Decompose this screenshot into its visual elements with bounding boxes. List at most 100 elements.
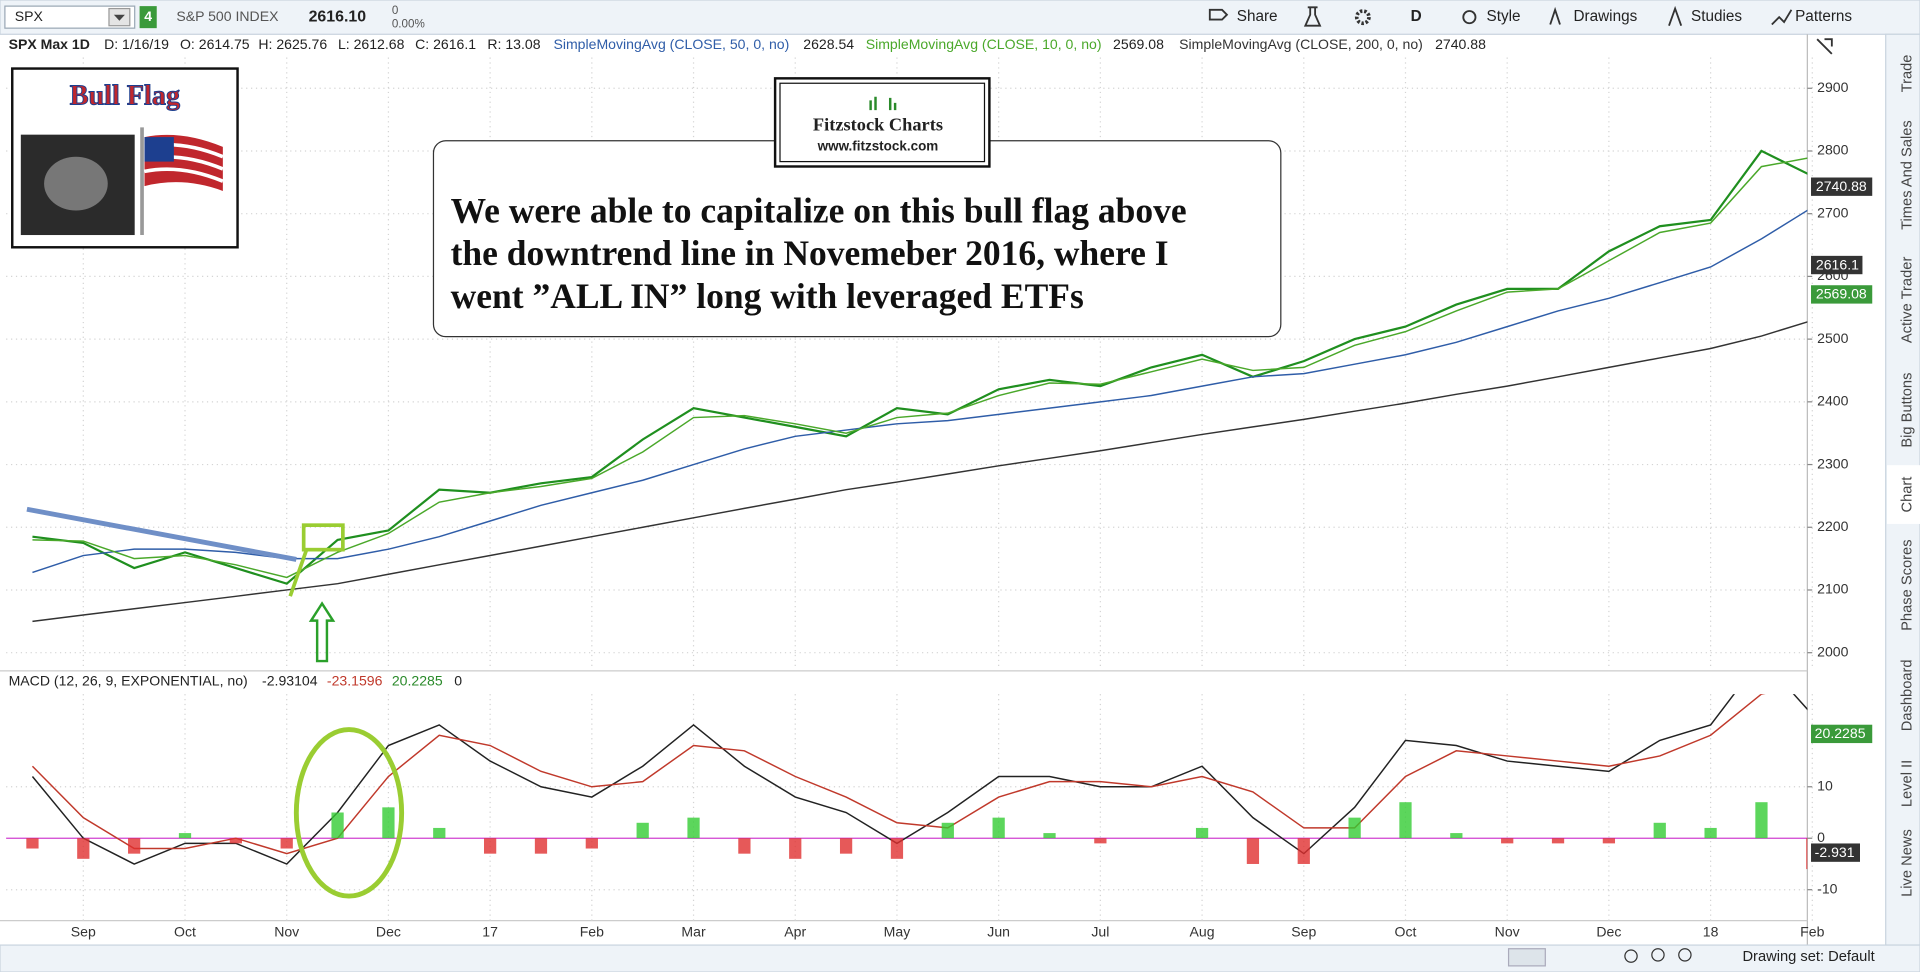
active-tab bbox=[1886, 465, 1920, 524]
x-tick-label: Dec bbox=[1596, 924, 1621, 940]
series-line bbox=[32, 149, 1808, 585]
histogram-bar bbox=[890, 838, 904, 859]
symbol-box[interactable] bbox=[4, 5, 136, 29]
crosshair-icon[interactable] bbox=[1624, 949, 1638, 963]
zoom-in-icon[interactable] bbox=[1651, 948, 1665, 962]
zoom-out-icon[interactable] bbox=[1678, 948, 1692, 962]
study-label[interactable]: SimpleMovingAvg (CLOSE, 10, 0, no) bbox=[866, 36, 1102, 52]
link-box[interactable] bbox=[139, 6, 157, 29]
histogram-bar bbox=[1195, 827, 1209, 839]
x-tick-label: 17 bbox=[482, 924, 498, 940]
toolbar-button[interactable]: Patterns bbox=[1795, 8, 1852, 25]
toolbar bbox=[0, 0, 1920, 35]
y-tick-label: 0 bbox=[1817, 829, 1825, 845]
style-icon bbox=[1462, 10, 1477, 25]
histogram-bar bbox=[1297, 838, 1310, 864]
x-tick-label: Sep bbox=[1291, 924, 1316, 940]
description: S&P 500 INDEX bbox=[176, 8, 279, 24]
macd-value: -23.1596 bbox=[327, 673, 383, 689]
x-tick-label: Jul bbox=[1091, 924, 1109, 940]
histogram-bar bbox=[1246, 838, 1260, 864]
side-tab[interactable]: Active Trader bbox=[1900, 257, 1916, 344]
histogram-bar bbox=[1043, 833, 1056, 839]
drawings-icon bbox=[1549, 6, 1561, 25]
flag-box bbox=[301, 523, 345, 552]
y-tick-label: 2400 bbox=[1817, 393, 1848, 409]
symbol[interactable]: SPX bbox=[15, 8, 44, 24]
macd-value: -2.93104 bbox=[262, 673, 318, 689]
macd-badge-text: -2.931 bbox=[1815, 844, 1855, 860]
x-tick-label: May bbox=[884, 924, 911, 940]
patterns-icon bbox=[1771, 9, 1793, 26]
info-field: L: 2612.68 bbox=[338, 36, 405, 52]
series-line bbox=[31, 694, 1766, 855]
y-tick-label: 2800 bbox=[1817, 142, 1848, 158]
side-tab[interactable]: Times And Sales bbox=[1900, 120, 1916, 230]
flag-canton bbox=[144, 137, 174, 162]
price-badge-text: 2569.08 bbox=[1816, 286, 1867, 302]
macd-value: 20.2285 bbox=[392, 673, 443, 689]
annotation-text: We were able to capitalize on this bull … bbox=[451, 190, 1187, 230]
info-field: D: 1/16/19 bbox=[104, 36, 169, 52]
toolbar-button[interactable]: Studies bbox=[1691, 8, 1742, 25]
toolbar-button[interactable]: Drawings bbox=[1573, 8, 1637, 25]
y-tick-label: -10 bbox=[1817, 880, 1838, 896]
drawing-set[interactable]: Drawing set: Default bbox=[1742, 949, 1874, 965]
study-label[interactable]: SimpleMovingAvg (CLOSE, 200, 0, no) bbox=[1179, 36, 1423, 52]
brand-logo-inner bbox=[779, 82, 986, 163]
flask-icon[interactable] bbox=[1303, 6, 1322, 27]
study-value: 2740.88 bbox=[1435, 36, 1486, 52]
histogram-bar bbox=[280, 838, 293, 849]
toolbar-button[interactable]: D bbox=[1411, 8, 1422, 25]
up-arrow bbox=[308, 601, 336, 663]
histogram-bar bbox=[585, 838, 598, 849]
scroll-thumb[interactable] bbox=[1507, 948, 1546, 967]
side-tab[interactable]: Big Buttons bbox=[1900, 373, 1916, 448]
studies-icon bbox=[1668, 5, 1683, 27]
downtrend-line bbox=[26, 506, 297, 562]
x-tick-label: Feb bbox=[1800, 924, 1824, 940]
histogram-bar bbox=[839, 838, 853, 854]
macd-title[interactable]: MACD (12, 26, 9, EXPONENTIAL, no) bbox=[9, 673, 248, 689]
x-tick-label: Oct bbox=[1395, 924, 1417, 940]
macd-pane bbox=[26, 694, 1808, 870]
macd-badge-text: 20.2285 bbox=[1815, 725, 1866, 741]
histogram-bar bbox=[1501, 838, 1514, 844]
histogram-bar bbox=[636, 822, 649, 839]
price-badge bbox=[1811, 177, 1873, 196]
y-tick-label: 2700 bbox=[1817, 204, 1848, 220]
macd-badge bbox=[1811, 843, 1860, 862]
study-value: 2628.54 bbox=[803, 36, 854, 52]
histogram-bar bbox=[433, 827, 446, 839]
toolbar-button[interactable]: Share bbox=[1237, 8, 1278, 25]
histogram-bar bbox=[229, 838, 242, 844]
net-change: 0 bbox=[392, 4, 399, 17]
study-label[interactable]: SimpleMovingAvg (CLOSE, 50, 0, no) bbox=[553, 36, 789, 52]
price-badge-text: 2616.1 bbox=[1816, 256, 1859, 272]
macd-badge bbox=[1811, 724, 1873, 744]
y-tick-label: 2200 bbox=[1817, 518, 1848, 534]
y-tick-label: 2900 bbox=[1817, 79, 1848, 95]
y-tick-label: 10 bbox=[1817, 777, 1833, 793]
info-field: C: 2616.1 bbox=[415, 36, 476, 52]
histogram-bar bbox=[1094, 838, 1107, 844]
side-tab[interactable]: Live News bbox=[1900, 829, 1916, 897]
toolbar-button[interactable]: Style bbox=[1487, 8, 1521, 25]
pct-change: 0.00% bbox=[392, 18, 425, 31]
brand-logo bbox=[773, 77, 991, 168]
collapse-icon[interactable] bbox=[1816, 38, 1833, 55]
side-tab[interactable]: Level II bbox=[1900, 760, 1916, 807]
side-tab[interactable]: Dashboard bbox=[1900, 659, 1916, 731]
macd-value: 0 bbox=[454, 673, 462, 689]
histogram-bar bbox=[128, 838, 141, 854]
side-tab[interactable]: Chart bbox=[1900, 477, 1916, 513]
side-tab[interactable]: Phase Scores bbox=[1900, 539, 1916, 630]
histogram-bar bbox=[1704, 827, 1717, 839]
y-tick-label: 2300 bbox=[1817, 455, 1848, 471]
link-number[interactable]: 4 bbox=[144, 8, 152, 24]
series-line bbox=[32, 209, 1808, 574]
macd-highlight bbox=[293, 727, 405, 899]
histogram-bar bbox=[1551, 838, 1565, 844]
side-tab[interactable]: Trade bbox=[1900, 55, 1916, 93]
info-field: O: 2614.75 bbox=[180, 36, 250, 52]
